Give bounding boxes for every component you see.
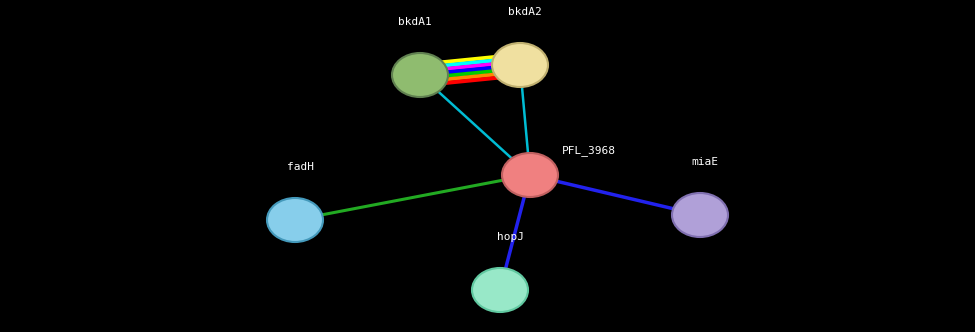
Ellipse shape (502, 153, 558, 197)
Ellipse shape (392, 53, 448, 97)
Text: bkdA1: bkdA1 (398, 17, 432, 27)
Text: bkdA2: bkdA2 (508, 7, 542, 17)
Ellipse shape (472, 268, 528, 312)
Text: fadH: fadH (287, 162, 314, 172)
Ellipse shape (267, 198, 323, 242)
Text: hopJ: hopJ (496, 232, 524, 242)
Ellipse shape (492, 43, 548, 87)
Ellipse shape (672, 193, 728, 237)
Text: miaE: miaE (691, 157, 719, 167)
Text: PFL_3968: PFL_3968 (562, 145, 616, 156)
